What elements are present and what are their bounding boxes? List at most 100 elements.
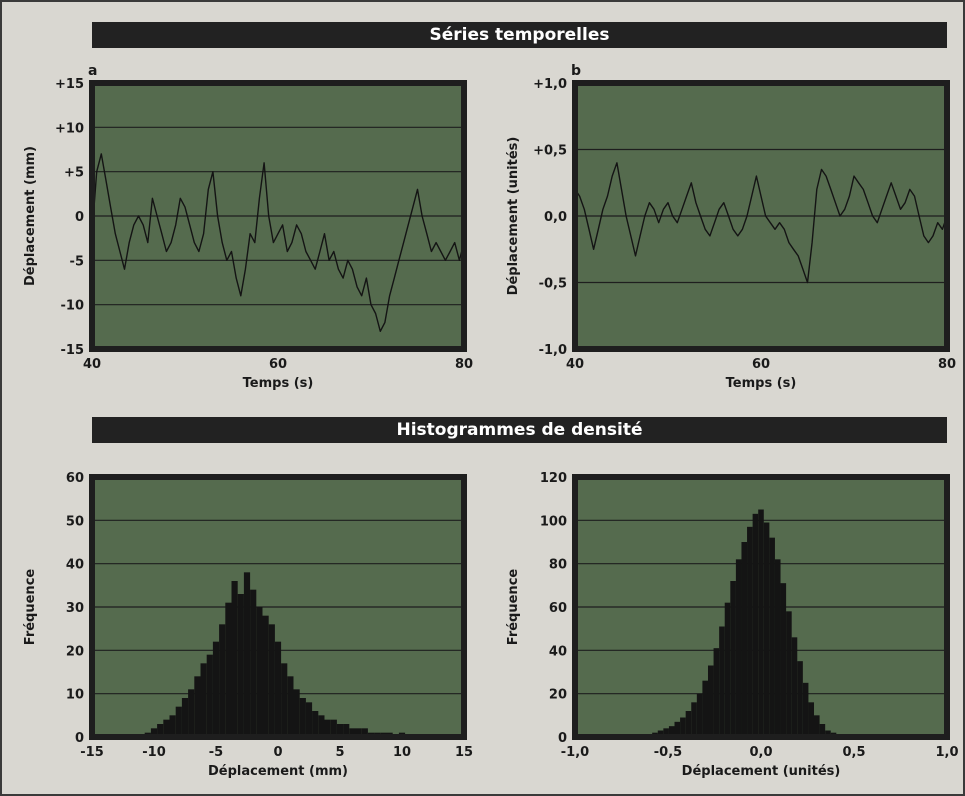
y-tick-label: 60 xyxy=(549,601,567,616)
histogram-bar xyxy=(268,624,275,737)
histogram-bar xyxy=(324,719,331,737)
y-tick-label: 20 xyxy=(66,644,84,659)
histogram-bar xyxy=(786,611,792,737)
histogram-bar xyxy=(825,730,831,737)
histogram-bar xyxy=(318,715,325,737)
x-axis-title: Déplacement (unités) xyxy=(682,764,841,779)
histogram-bar xyxy=(769,537,775,737)
histogram-bar xyxy=(181,698,189,737)
panel-label: b xyxy=(571,63,581,79)
x-tick-label: 40 xyxy=(83,357,101,372)
plot-frame xyxy=(572,474,950,740)
chart-panel-4: 120 100 80 60 40 20 0-1,0 -0,5 0,0 0,5 1,0 Déplacem… xyxy=(506,471,959,779)
histogram-bar xyxy=(780,583,787,737)
histogram-bar xyxy=(256,607,263,737)
histogram-bar xyxy=(774,559,781,737)
histogram-bar xyxy=(262,615,269,737)
y-tick-label: -5 xyxy=(70,254,84,269)
histogram-bar xyxy=(741,542,748,737)
histogram-bar xyxy=(802,682,809,737)
histogram-bar xyxy=(293,689,300,737)
histogram-bar xyxy=(674,721,681,737)
histogram-bar xyxy=(808,702,815,737)
y-tick-label: 20 xyxy=(549,688,567,703)
histogram-bar xyxy=(707,665,714,737)
histogram-bar xyxy=(169,715,176,737)
x-tick-label: -15 xyxy=(80,745,104,760)
y-tick-label: 30 xyxy=(66,601,84,616)
x-tick-label: 80 xyxy=(938,357,956,372)
histogram-bar xyxy=(814,715,820,737)
histogram-bar xyxy=(730,581,736,737)
y-tick-label: -10 xyxy=(61,299,85,314)
y-axis-title: Fréquence xyxy=(23,569,38,646)
x-tick-label: 15 xyxy=(455,745,473,760)
histogram-bar xyxy=(663,728,669,737)
y-tick-label: -1,0 xyxy=(539,343,567,358)
y-tick-label: +15 xyxy=(55,77,84,92)
x-tick-label: -0,5 xyxy=(654,745,682,760)
histogram-bar xyxy=(668,726,675,737)
x-axis-title: Temps (s) xyxy=(243,376,314,391)
y-tick-label: +0,5 xyxy=(533,144,567,159)
y-tick-label: 50 xyxy=(66,514,84,529)
chart-panel-2: +1,0 +0,5 0,0 -0,5 -1,040 60 80 Temps (s) Déplac… xyxy=(506,63,956,391)
y-tick-label: 0 xyxy=(75,731,84,746)
histogram-bar xyxy=(713,648,720,737)
histogram-bar xyxy=(791,637,798,737)
histogram-bar xyxy=(163,719,170,737)
x-tick-label: 0 xyxy=(273,745,282,760)
histogram-bar xyxy=(157,724,164,737)
y-tick-label: 0,0 xyxy=(544,210,567,225)
x-axis-title: Temps (s) xyxy=(726,376,797,391)
y-tick-label: 0 xyxy=(558,731,567,746)
histogram-bar xyxy=(819,724,826,737)
histogram-bar xyxy=(797,661,803,737)
histogram-bar xyxy=(724,602,731,737)
y-axis-title: Déplacement (unités) xyxy=(506,137,521,296)
x-tick-label: 1,0 xyxy=(935,745,958,760)
histogram-bar xyxy=(702,680,708,737)
y-tick-label: +1,0 xyxy=(533,77,567,92)
histogram-bar xyxy=(274,641,282,737)
histogram-bar xyxy=(175,706,182,737)
histogram-bar xyxy=(349,728,356,737)
x-tick-label: -10 xyxy=(142,745,166,760)
histogram-bar xyxy=(719,626,725,737)
histogram-bar xyxy=(312,711,319,737)
series-line xyxy=(574,162,948,284)
histogram-bar xyxy=(212,641,220,737)
histogram-bar xyxy=(194,676,201,737)
y-tick-label: 120 xyxy=(540,471,567,486)
histogram-bar xyxy=(696,693,703,737)
histogram-bar xyxy=(281,663,288,737)
y-tick-label: 100 xyxy=(540,514,567,529)
y-tick-label: 0 xyxy=(75,210,84,225)
histogram-bar xyxy=(336,724,344,737)
histogram-bar xyxy=(305,702,313,737)
plot-frame xyxy=(89,474,467,740)
x-tick-label: 0,5 xyxy=(842,745,865,760)
histogram-bar xyxy=(243,572,251,737)
y-axis-title: Fréquence xyxy=(506,569,521,646)
section-title-time-series: Séries temporelles xyxy=(92,22,947,48)
y-tick-label: +10 xyxy=(55,121,84,136)
histogram-bar xyxy=(763,522,770,737)
histogram-bar xyxy=(657,730,664,737)
y-tick-label: 40 xyxy=(549,644,567,659)
histogram-bar xyxy=(752,513,759,737)
histogram-bar xyxy=(150,728,158,737)
histogram-bar xyxy=(685,711,692,737)
x-tick-label: -5 xyxy=(209,745,223,760)
histogram-bar xyxy=(250,589,257,737)
histogram-bar xyxy=(758,509,764,737)
histogram-bar xyxy=(361,728,368,737)
x-tick-label: -1,0 xyxy=(561,745,589,760)
y-tick-label: +5 xyxy=(64,166,84,181)
plot-frame xyxy=(89,80,467,352)
histogram-bar xyxy=(680,717,686,737)
histogram-bar xyxy=(219,624,226,737)
histogram-bar xyxy=(735,559,742,737)
